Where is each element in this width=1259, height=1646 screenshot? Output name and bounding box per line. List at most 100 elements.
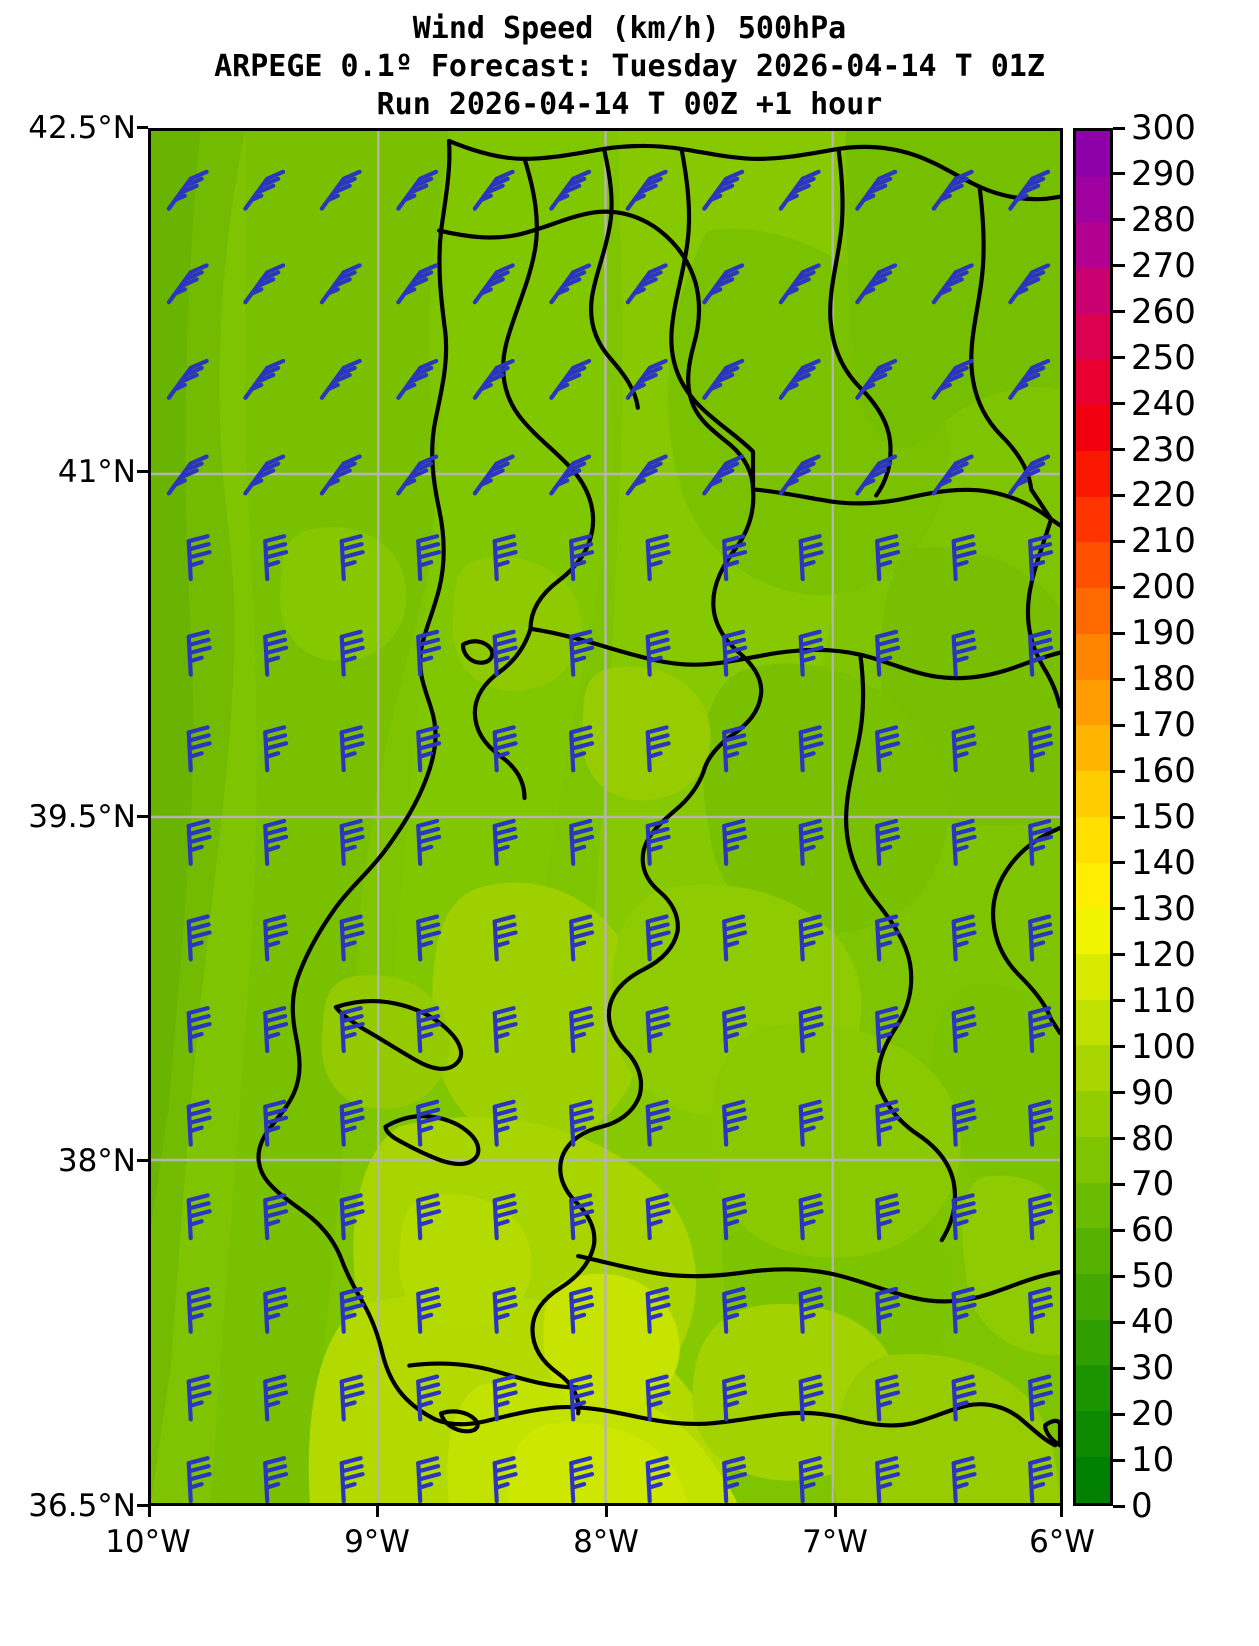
colorbar-tick-label: 240 bbox=[1131, 383, 1196, 424]
ytick-label-36-5N: 36.5°N bbox=[28, 1488, 136, 1524]
colorbar-tick-label: 150 bbox=[1131, 797, 1196, 837]
colorbar-tick-label: 110 bbox=[1131, 980, 1196, 1021]
colorbar-segment bbox=[1076, 1091, 1110, 1137]
xtick-mark-10W bbox=[148, 1506, 151, 1517]
xtick-label-7W: 7°W bbox=[802, 1524, 868, 1560]
colorbar-segment bbox=[1076, 862, 1110, 909]
colorbar-segment bbox=[1076, 1045, 1110, 1092]
xtick-mark-7W bbox=[834, 1506, 837, 1517]
ytick-mark-39-5N bbox=[137, 815, 148, 818]
colorbar-tick-mark bbox=[1113, 1274, 1125, 1278]
colorbar[interactable] bbox=[1073, 128, 1113, 1506]
xtick-label-8W: 8°W bbox=[573, 1524, 639, 1560]
colorbar-tick-label: 10 bbox=[1131, 1440, 1175, 1481]
colorbar-segment bbox=[1076, 633, 1110, 680]
colorbar-segment bbox=[1076, 1456, 1110, 1503]
colorbar-segment bbox=[1076, 999, 1110, 1046]
colorbar-gradient bbox=[1076, 131, 1110, 1503]
colorbar-tick-mark bbox=[1113, 402, 1125, 406]
xtick-mark-8W bbox=[605, 1506, 608, 1517]
colorbar-tick-label: 170 bbox=[1131, 705, 1196, 746]
colorbar-tick-mark bbox=[1113, 1228, 1125, 1232]
colorbar-tick-label: 210 bbox=[1131, 521, 1196, 562]
colorbar-tick-mark bbox=[1113, 907, 1125, 911]
colorbar-tick-mark bbox=[1113, 539, 1125, 543]
colorbar-tick-label: 300 bbox=[1131, 108, 1196, 148]
colorbar-tick-mark bbox=[1113, 631, 1125, 635]
colorbar-segment bbox=[1076, 542, 1110, 589]
colorbar-tick-mark bbox=[1113, 1320, 1125, 1324]
colorbar-segment bbox=[1076, 1182, 1110, 1229]
colorbar-tick-mark bbox=[1113, 126, 1125, 130]
colorbar-tick-mark bbox=[1113, 264, 1125, 268]
xtick-label-10W: 10°W bbox=[105, 1524, 191, 1560]
colorbar-tick-label: 160 bbox=[1131, 751, 1196, 792]
colorbar-tick-label: 250 bbox=[1131, 337, 1196, 378]
colorbar-tick-label: 0 bbox=[1131, 1486, 1153, 1526]
graticule bbox=[151, 131, 1060, 1503]
colorbar-segment bbox=[1076, 725, 1110, 772]
colorbar-tick-label: 290 bbox=[1131, 153, 1196, 194]
colorbar-tick-mark bbox=[1113, 1412, 1125, 1416]
colorbar-tick-mark bbox=[1113, 953, 1125, 957]
colorbar-tick-label: 40 bbox=[1131, 1302, 1175, 1343]
ytick-label-38N: 38°N bbox=[57, 1143, 136, 1179]
weather-map-plot[interactable] bbox=[148, 128, 1063, 1506]
map-canvas bbox=[151, 131, 1060, 1503]
colorbar-segment bbox=[1076, 1228, 1110, 1274]
ytick-label-39-5N: 39.5°N bbox=[28, 799, 136, 835]
colorbar-segment bbox=[1076, 1365, 1110, 1412]
colorbar-tick-label: 140 bbox=[1131, 842, 1196, 883]
colorbar-tick-label: 130 bbox=[1131, 888, 1196, 929]
ytick-label-42-5N: 42.5°N bbox=[28, 110, 136, 146]
xtick-label-6W: 6°W bbox=[1029, 1524, 1095, 1560]
colorbar-segment bbox=[1076, 405, 1110, 452]
colorbar-segment bbox=[1076, 953, 1110, 1000]
colorbar-tick-mark bbox=[1113, 585, 1125, 589]
colorbar-tick-label: 100 bbox=[1131, 1026, 1196, 1067]
colorbar-segment bbox=[1076, 1411, 1110, 1457]
ytick-mark-38N bbox=[137, 1159, 148, 1162]
xtick-mark-9W bbox=[376, 1506, 379, 1517]
colorbar-segment bbox=[1076, 1273, 1110, 1320]
colorbar-tick-label: 180 bbox=[1131, 659, 1196, 700]
colorbar-tick-mark bbox=[1113, 1137, 1125, 1141]
colorbar-tick-mark bbox=[1113, 493, 1125, 497]
colorbar-tick-label: 50 bbox=[1131, 1256, 1175, 1297]
colorbar-tick-mark bbox=[1113, 1504, 1125, 1508]
colorbar-tick-label: 200 bbox=[1131, 567, 1196, 608]
colorbar-segment bbox=[1076, 908, 1110, 954]
xtick-mark-6W bbox=[1060, 1506, 1063, 1517]
colorbar-tick-mark bbox=[1113, 677, 1125, 681]
colorbar-segment bbox=[1076, 222, 1110, 269]
xtick-label-9W: 9°W bbox=[344, 1524, 410, 1560]
colorbar-tick-mark bbox=[1113, 999, 1125, 1003]
colorbar-segment bbox=[1076, 131, 1110, 177]
colorbar-tick-label: 20 bbox=[1131, 1394, 1175, 1435]
colorbar-tick-mark bbox=[1113, 815, 1125, 819]
colorbar-segment bbox=[1076, 496, 1110, 543]
colorbar-segment bbox=[1076, 771, 1110, 817]
colorbar-tick-label: 60 bbox=[1131, 1210, 1175, 1251]
colorbar-tick-mark bbox=[1113, 310, 1125, 314]
colorbar-tick-mark bbox=[1113, 172, 1125, 176]
colorbar-tick-mark bbox=[1113, 1091, 1125, 1095]
ytick-mark-41N bbox=[137, 470, 148, 473]
colorbar-tick-label: 280 bbox=[1131, 199, 1196, 240]
colorbar-tick-label: 270 bbox=[1131, 245, 1196, 286]
colorbar-segment bbox=[1076, 451, 1110, 497]
colorbar-segment bbox=[1076, 268, 1110, 314]
colorbar-segment bbox=[1076, 679, 1110, 726]
chart-subtitle-run: Run 2026-04-14 T 00Z +1 hour bbox=[376, 87, 883, 122]
chart-subtitle-forecast: ARPEGE 0.1º Forecast: Tuesday 2026-04-14… bbox=[214, 49, 1045, 84]
colorbar-tick-mark bbox=[1113, 448, 1125, 452]
colorbar-tick-label: 230 bbox=[1131, 429, 1196, 470]
colorbar-segment bbox=[1076, 359, 1110, 406]
colorbar-tick-mark bbox=[1113, 218, 1125, 222]
colorbar-tick-label: 90 bbox=[1131, 1072, 1175, 1113]
colorbar-tick-label: 220 bbox=[1131, 475, 1196, 516]
colorbar-segment bbox=[1076, 1319, 1110, 1366]
page-title: Wind Speed (km/h) 500hPa bbox=[412, 11, 847, 46]
ytick-mark-36-5N bbox=[137, 1504, 148, 1507]
colorbar-segment bbox=[1076, 313, 1110, 360]
